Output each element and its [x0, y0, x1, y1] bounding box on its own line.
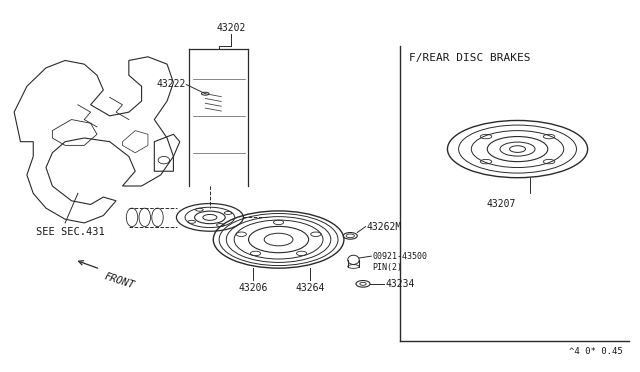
Text: 43207: 43207 — [487, 199, 516, 209]
Text: 43264: 43264 — [296, 283, 325, 293]
Text: 43202: 43202 — [217, 23, 246, 33]
Text: FRONT: FRONT — [103, 271, 136, 290]
Text: F/REAR DISC BRAKES: F/REAR DISC BRAKES — [409, 53, 531, 63]
Text: 43262M: 43262M — [366, 222, 401, 232]
Text: 00921-43500: 00921-43500 — [372, 251, 428, 261]
Text: ^4 0* 0.45: ^4 0* 0.45 — [569, 347, 623, 356]
Text: PIN(2): PIN(2) — [372, 263, 403, 272]
Text: 43234: 43234 — [385, 279, 415, 289]
Text: 43206: 43206 — [239, 283, 268, 293]
Text: 43222: 43222 — [157, 80, 186, 89]
Text: SEE SEC.431: SEE SEC.431 — [36, 227, 105, 237]
